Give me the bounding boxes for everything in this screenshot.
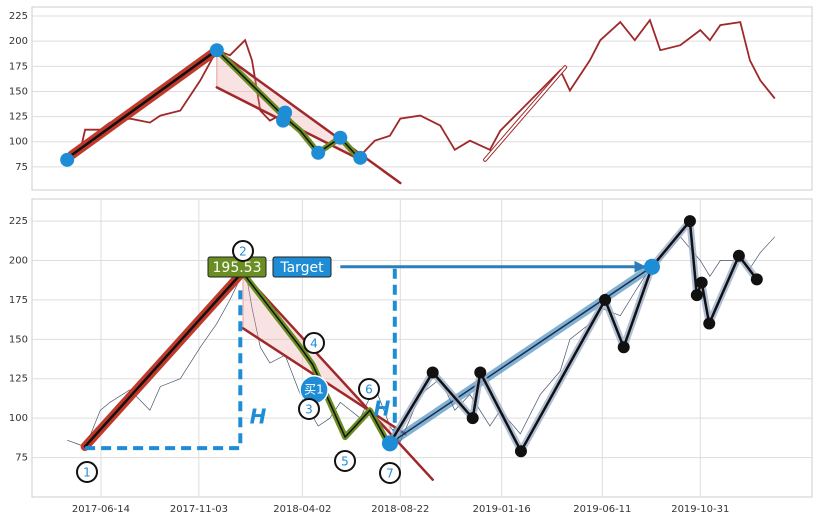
plot-area	[31, 198, 813, 498]
y-tick-label: 100	[9, 137, 28, 148]
step-number: 1	[83, 466, 91, 480]
y-tick-label: 75	[15, 453, 28, 464]
wave-dot	[703, 317, 716, 330]
trend-core	[83, 270, 245, 448]
label-box	[272, 256, 332, 278]
step-circle	[76, 461, 98, 483]
y-tick-label: 200	[9, 255, 28, 266]
trend-line	[215, 48, 402, 185]
x-tick-label: 2019-01-16	[473, 504, 531, 515]
step-number: 4	[310, 337, 318, 351]
pivot-dot	[353, 150, 368, 165]
y-tick-label: 175	[9, 61, 28, 72]
x-tick-label: 2019-06-11	[573, 504, 631, 515]
mini-channel-core	[484, 66, 567, 161]
y-tick-label: 225	[9, 216, 28, 227]
price-line	[66, 18, 776, 161]
pivot-dot	[381, 435, 398, 452]
step-circle	[232, 240, 254, 262]
label-text: Target	[279, 260, 324, 276]
step-circle	[379, 462, 401, 484]
step-number: 5	[341, 455, 349, 469]
step-number: 6	[365, 383, 373, 397]
y-tick-label: 125	[9, 374, 28, 385]
step-circle	[334, 450, 356, 472]
pivot-dot	[311, 145, 326, 160]
plot-area	[31, 6, 813, 191]
x-tick-label: 2017-11-03	[170, 504, 228, 515]
dashed-guide	[85, 290, 243, 451]
pivot-dot	[276, 113, 291, 128]
wave-dot	[599, 293, 612, 306]
y-tick-label: 200	[9, 36, 28, 47]
plot	[60, 18, 776, 185]
wave-dot	[426, 366, 439, 379]
step-number: 2	[239, 245, 247, 259]
h-label: H	[250, 405, 267, 429]
pivot-dot	[209, 43, 224, 58]
step-circle	[303, 332, 325, 354]
wave-dot	[732, 249, 745, 262]
step-circle	[358, 378, 380, 400]
trend-core	[70, 48, 219, 157]
zigzag-core	[242, 272, 391, 448]
h-label: H	[374, 397, 391, 421]
step-number: 3	[305, 403, 313, 417]
plot	[67, 215, 776, 481]
y-tick-label: 75	[15, 162, 28, 173]
wave-dot	[474, 366, 487, 379]
wave-dot	[695, 276, 708, 289]
pivot-dot	[60, 152, 75, 167]
wave-dot	[617, 341, 630, 354]
x-tick-label: 2018-04-02	[273, 504, 331, 515]
y-tick-label: 175	[9, 295, 28, 306]
label-text: 195.53	[213, 260, 262, 276]
pivot-dot	[333, 130, 348, 145]
y-tick-label: 150	[9, 334, 28, 345]
trend-line	[241, 271, 434, 481]
buy-label: 买1	[304, 383, 324, 397]
wave-dot	[514, 445, 527, 458]
wave-dot	[750, 273, 763, 286]
y-tick-label: 150	[9, 86, 28, 97]
x-tick-label: 2017-06-14	[72, 504, 130, 515]
wave-dot	[466, 412, 479, 425]
x-tick-label: 2018-08-22	[371, 504, 429, 515]
y-tick-label: 100	[9, 413, 28, 424]
wave-dot	[683, 215, 696, 228]
x-tick-label: 2019-10-31	[671, 504, 729, 515]
step-number: 7	[386, 467, 394, 481]
wave-dot	[690, 289, 703, 302]
step-circle	[298, 398, 320, 420]
pivot-dot	[644, 258, 660, 275]
y-tick-label: 225	[9, 11, 28, 22]
wave-line	[388, 219, 759, 453]
y-tick-label: 125	[9, 112, 28, 123]
